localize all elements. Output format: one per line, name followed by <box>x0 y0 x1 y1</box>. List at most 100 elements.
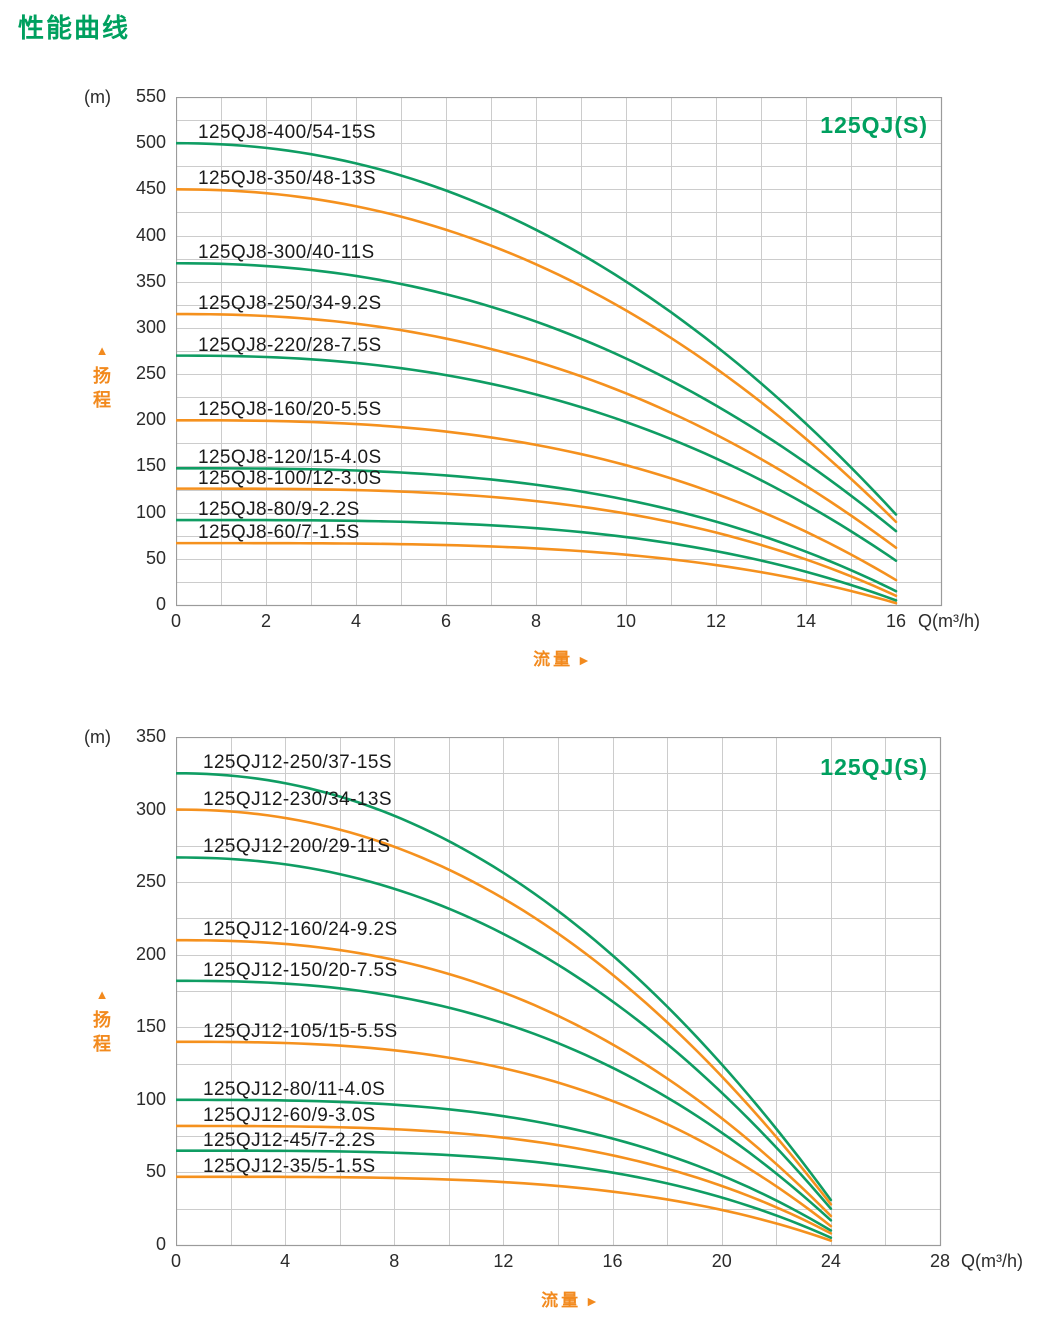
x-axis-tick-label: 14 <box>795 611 817 631</box>
pump-curve <box>176 979 833 1222</box>
x-axis-unit: Q(m³/h) <box>918 611 980 631</box>
right-arrow-icon: ► <box>581 1293 599 1309</box>
y-axis-title-char: 扬 <box>93 1010 111 1030</box>
pump-curve <box>176 856 833 1211</box>
pump-curve <box>176 1040 833 1228</box>
plot-area <box>176 737 942 1247</box>
curve-label: 125QJ8-250/34-9.2S <box>198 293 382 315</box>
y-axis-tick-label: 550 <box>135 86 166 106</box>
y-axis-tick-label: 50 <box>145 547 166 568</box>
up-triangle-icon: ▲ <box>95 343 109 358</box>
x-axis-tick-label: 2 <box>260 611 271 631</box>
pump-curve <box>176 808 833 1206</box>
plot-area <box>176 97 943 607</box>
pump-curve <box>176 938 833 1218</box>
y-axis-title-char: 扬 <box>93 366 111 386</box>
right-arrow-icon: ► <box>573 652 591 668</box>
pump-curve <box>176 1098 833 1232</box>
page-title: 性能曲线 <box>18 13 131 43</box>
curve-label: 125QJ8-350/48-13S <box>198 168 376 190</box>
pump-curve <box>176 1149 833 1240</box>
x-axis-tick-label: 12 <box>705 611 727 631</box>
pump-curve <box>176 541 898 605</box>
x-axis-tick-label: 0 <box>170 611 181 631</box>
y-axis-title-char: 程 <box>93 1034 111 1054</box>
x-axis-unit: Q(m³/h) <box>961 1251 1023 1271</box>
y-axis-tick-label: 250 <box>135 363 166 384</box>
x-axis-tick-label: 20 <box>711 1251 732 1271</box>
y-axis-title: ▲ 扬程 <box>89 986 115 1056</box>
y-axis-tick-label: 300 <box>135 798 166 819</box>
y-axis-title: ▲ 扬程 <box>89 342 115 412</box>
curve-label: 125QJ12-35/5-1.5S <box>203 1155 376 1177</box>
pump-curve <box>176 1124 833 1235</box>
x-axis-tick-label: 8 <box>530 611 541 631</box>
y-axis-tick-label: 150 <box>135 455 166 476</box>
y-axis-tick-label: 100 <box>135 501 166 522</box>
curve-label: 125QJ12-250/37-15S <box>203 752 392 774</box>
curve-label: 125QJ12-150/20-7.5S <box>203 959 398 981</box>
curve-label: 125QJ8-120/15-4.0S <box>198 447 382 469</box>
pump-curve <box>176 487 898 598</box>
curve-label: 125QJ12-200/29-11S <box>203 836 391 858</box>
pump-curve <box>176 1175 833 1242</box>
curve-label: 125QJ8-400/54-15S <box>198 122 376 144</box>
x-axis-tick-label: 28 <box>929 1251 951 1271</box>
y-axis-tick-label: 100 <box>135 1088 166 1109</box>
y-axis-tick-label: 500 <box>135 132 166 153</box>
x-axis-tick-label: 4 <box>280 1251 291 1271</box>
pump-curve <box>176 261 898 533</box>
x-axis-tick-label: 12 <box>493 1251 514 1271</box>
y-axis-tick-label: 350 <box>135 726 166 746</box>
pump-curve <box>176 354 898 562</box>
x-axis-tick-label: 24 <box>820 1251 841 1271</box>
plot-frame <box>176 737 942 1247</box>
y-axis-tick-label: 0 <box>155 1234 166 1254</box>
x-axis-tick-label: 8 <box>389 1251 400 1271</box>
pump-curve <box>176 518 898 602</box>
y-axis-tick-label: 400 <box>135 224 166 245</box>
x-axis-tick-label: 0 <box>170 1251 181 1271</box>
curve-label: 125QJ8-220/28-7.5S <box>198 334 382 356</box>
y-axis-tick-label: 150 <box>135 1016 166 1037</box>
y-axis-tick-label: 250 <box>135 871 166 892</box>
curve-label: 125QJ12-60/9-3.0S <box>203 1104 376 1126</box>
x-axis-title: 流量 ► <box>517 645 607 670</box>
y-axis-unit: (m) <box>84 87 111 107</box>
chart-series-badge: 125QJ(S) <box>820 754 928 780</box>
pump-curve <box>176 188 898 524</box>
curve-label: 125QJ12-230/34-13S <box>203 788 392 810</box>
pump-curve <box>176 467 898 593</box>
y-axis-title-char: 程 <box>93 390 111 410</box>
curve-label: 125QJ12-160/24-9.2S <box>203 919 398 941</box>
curve-label: 125QJ8-60/7-1.5S <box>198 522 360 544</box>
curve-label: 125QJ8-100/12-3.0S <box>198 467 382 489</box>
y-axis-unit: (m) <box>84 727 111 747</box>
y-axis-tick-label: 200 <box>135 409 166 430</box>
x-axis-title-text: 流量 <box>541 1291 582 1310</box>
pump-curve <box>176 771 833 1202</box>
pump-curve <box>176 312 898 550</box>
x-axis-tick-label: 16 <box>602 1251 623 1271</box>
x-axis-tick-label: 10 <box>615 611 637 631</box>
curve-label: 125QJ8-300/40-11S <box>198 242 375 264</box>
y-axis-tick-label: 350 <box>135 270 166 291</box>
x-axis-tick-label: 6 <box>440 611 451 631</box>
x-axis-title: 流量 ► <box>525 1286 615 1311</box>
pump-curve <box>176 418 898 582</box>
chart-series-badge: 125QJ(S) <box>820 112 928 138</box>
pump-curve <box>176 141 898 516</box>
y-axis-tick-label: 200 <box>135 943 166 964</box>
y-axis-tick-label: 0 <box>155 594 166 614</box>
curve-label: 125QJ12-45/7-2.2S <box>203 1129 376 1151</box>
curve-label: 125QJ8-80/9-2.2S <box>198 499 360 521</box>
y-axis-tick-label: 300 <box>135 316 166 337</box>
x-axis-tick-label: 4 <box>350 611 361 631</box>
y-axis-tick-label: 450 <box>135 178 166 199</box>
y-axis-tick-label: 50 <box>145 1161 166 1182</box>
x-axis-title-text: 流量 <box>533 650 574 669</box>
curve-label: 125QJ8-160/20-5.5S <box>198 399 382 421</box>
x-axis-tick-label: 16 <box>885 611 907 631</box>
plot-frame <box>176 97 943 607</box>
curve-label: 125QJ12-80/11-4.0S <box>203 1078 386 1100</box>
